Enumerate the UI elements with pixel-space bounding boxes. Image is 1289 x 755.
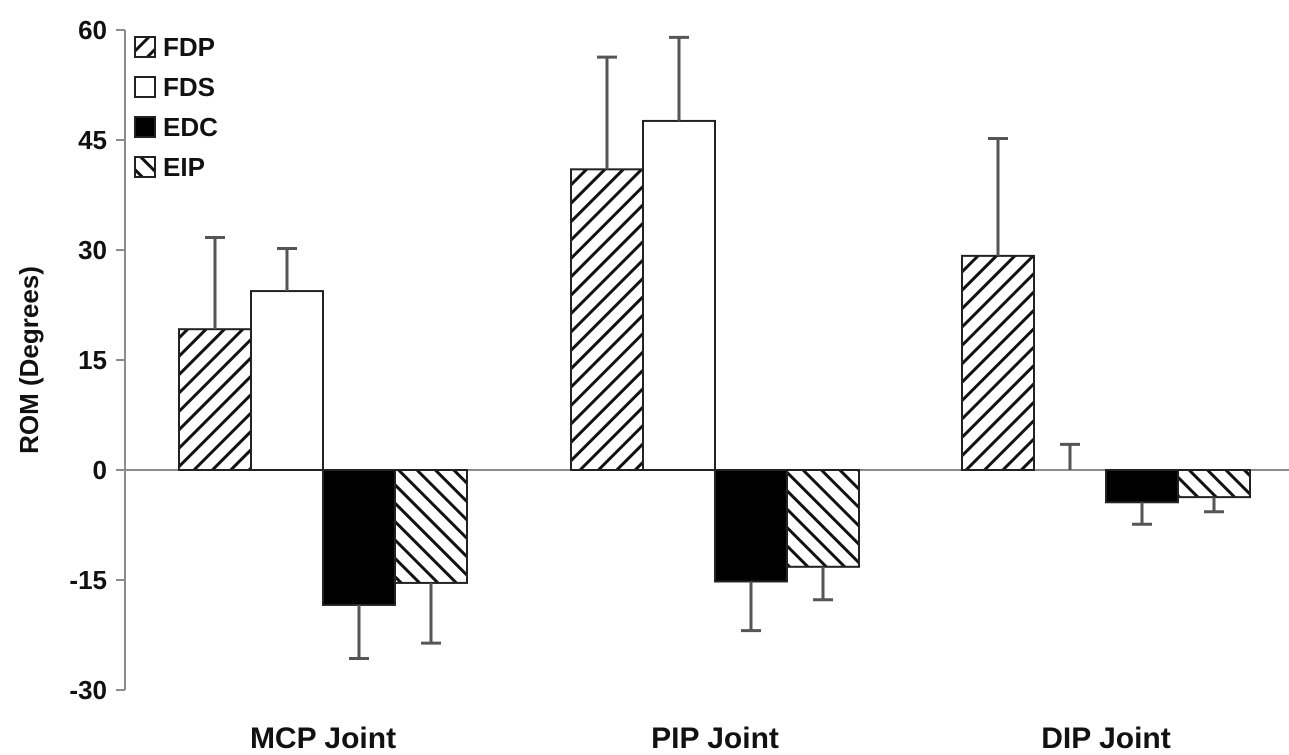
bar-edc [322,469,396,606]
bar-fds [250,290,324,472]
bars [178,119,1251,606]
y-tick-label: 0 [93,455,107,485]
y-tick-label: -30 [69,675,107,705]
axes: 60 45 30 15 0 -15 -30 MCP Joint PIP Joint DIP Joi… [69,15,1289,755]
bar-fds [642,119,716,472]
y-tick-label: 60 [78,15,107,45]
legend-label: EIP [163,152,205,182]
bar-edc [714,469,788,583]
legend-swatch-edc [134,116,156,138]
legend-label: FDP [163,32,215,62]
y-tick-label: -15 [69,565,107,595]
legend: FDP FDS EDC EIP [134,32,218,182]
bar-fdp [570,168,644,471]
y-axis-label: ROM (Degrees) [14,266,44,454]
bar-eip [394,469,468,584]
y-tick-label: 45 [78,125,107,155]
bar-eip [786,469,860,568]
bar-edc [1105,469,1179,504]
error-bars [205,35,1224,660]
x-category-label: MCP Joint [250,722,396,755]
y-tick-label: 30 [78,235,107,265]
bar-fdp [961,254,1035,471]
legend-label: FDS [163,72,215,102]
legend-swatch-fds [134,76,156,98]
bar-eip [1177,469,1251,499]
y-tick-label: 15 [78,345,107,375]
legend-swatch-fdp [134,36,156,58]
legend-swatch-eip [134,156,156,178]
x-category-label: PIP Joint [651,722,779,755]
legend-label: EDC [163,112,218,142]
x-category-label: DIP Joint [1041,722,1170,755]
bar-fdp [178,328,252,472]
